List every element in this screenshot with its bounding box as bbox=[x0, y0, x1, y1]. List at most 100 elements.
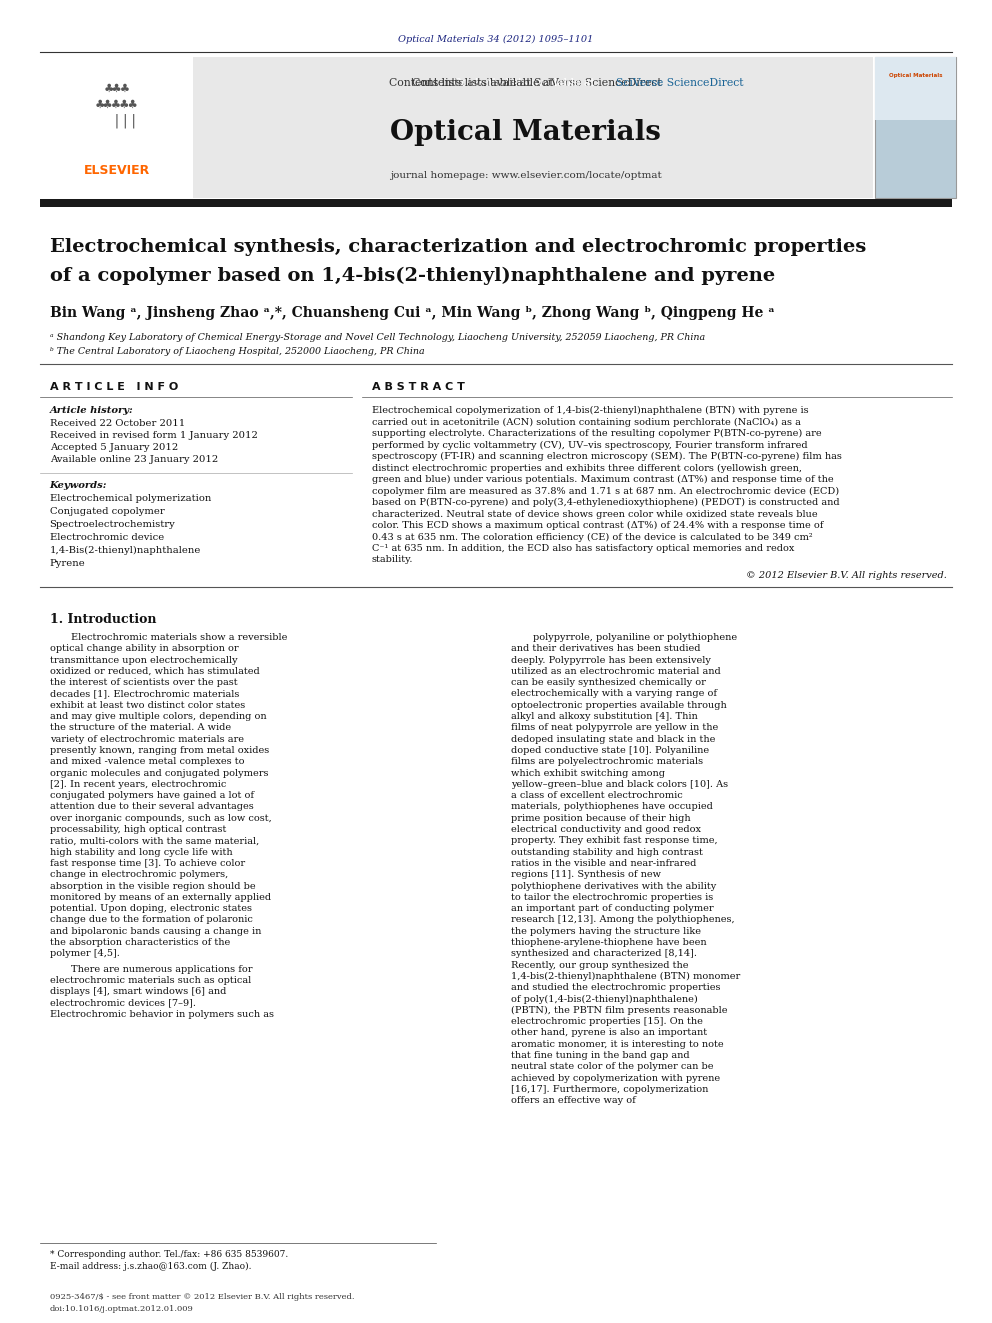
Text: potential. Upon doping, electronic states: potential. Upon doping, electronic state… bbox=[50, 904, 252, 913]
Text: SciVerse ScienceDirect: SciVerse ScienceDirect bbox=[616, 78, 744, 89]
Text: 1,4-Bis(2-thienyl)naphthalene: 1,4-Bis(2-thienyl)naphthalene bbox=[50, 546, 201, 556]
Text: the absorption characteristics of the: the absorption characteristics of the bbox=[50, 938, 230, 947]
Text: decades [1]. Electrochromic materials: decades [1]. Electrochromic materials bbox=[50, 689, 239, 699]
Text: films are polyelectrochromic materials: films are polyelectrochromic materials bbox=[511, 757, 703, 766]
Text: Received 22 October 2011: Received 22 October 2011 bbox=[50, 419, 185, 429]
Text: carried out in acetonitrile (ACN) solution containing sodium perchlorate (NaClO₄: carried out in acetonitrile (ACN) soluti… bbox=[372, 418, 801, 426]
Text: polythiophene derivatives with the ability: polythiophene derivatives with the abili… bbox=[511, 881, 716, 890]
Text: distinct electrochromic properties and exhibits three different colors (yellowis: distinct electrochromic properties and e… bbox=[372, 463, 802, 472]
Text: Contents lists available at: Contents lists available at bbox=[453, 78, 598, 89]
Text: attention due to their several advantages: attention due to their several advantage… bbox=[50, 803, 253, 811]
Text: to tailor the electrochromic properties is: to tailor the electrochromic properties … bbox=[511, 893, 713, 902]
Text: 1,4-bis(2-thienyl)naphthalene (BTN) monomer: 1,4-bis(2-thienyl)naphthalene (BTN) mono… bbox=[511, 972, 740, 982]
Text: fast response time [3]. To achieve color: fast response time [3]. To achieve color bbox=[50, 859, 245, 868]
Text: [16,17]. Furthermore, copolymerization: [16,17]. Furthermore, copolymerization bbox=[511, 1085, 708, 1094]
Text: alkyl and alkoxy substitution [4]. Thin: alkyl and alkoxy substitution [4]. Thin bbox=[511, 712, 697, 721]
Text: electrochromic devices [7–9].: electrochromic devices [7–9]. bbox=[50, 999, 195, 1008]
Text: the interest of scientists over the past: the interest of scientists over the past bbox=[50, 679, 237, 687]
Text: Optical Materials: Optical Materials bbox=[889, 73, 942, 78]
Text: A B S T R A C T: A B S T R A C T bbox=[372, 382, 465, 392]
Text: materials, polythiophenes have occupied: materials, polythiophenes have occupied bbox=[511, 803, 713, 811]
Text: films of neat polypyrrole are yellow in the: films of neat polypyrrole are yellow in … bbox=[511, 724, 718, 733]
Text: stability.: stability. bbox=[372, 556, 414, 565]
Text: research [12,13]. Among the polythiophenes,: research [12,13]. Among the polythiophen… bbox=[511, 916, 734, 925]
Text: Keywords:: Keywords: bbox=[50, 482, 107, 490]
Text: presently known, ranging from metal oxides: presently known, ranging from metal oxid… bbox=[50, 746, 269, 755]
Text: Contents lists available at SciVerse ScienceDirect: Contents lists available at SciVerse Sci… bbox=[390, 78, 662, 89]
Text: Recently, our group synthesized the: Recently, our group synthesized the bbox=[511, 960, 688, 970]
Text: variety of electrochromic materials are: variety of electrochromic materials are bbox=[50, 734, 244, 744]
Text: aromatic monomer, it is interesting to note: aromatic monomer, it is interesting to n… bbox=[511, 1040, 723, 1049]
Text: exhibit at least two distinct color states: exhibit at least two distinct color stat… bbox=[50, 701, 245, 710]
Text: © 2012 Elsevier B.V. All rights reserved.: © 2012 Elsevier B.V. All rights reserved… bbox=[747, 572, 947, 579]
FancyBboxPatch shape bbox=[40, 57, 193, 198]
Text: Contents lists available at: Contents lists available at bbox=[412, 78, 557, 89]
Text: conjugated polymers have gained a lot of: conjugated polymers have gained a lot of bbox=[50, 791, 254, 800]
Text: Electrochromic device: Electrochromic device bbox=[50, 533, 164, 542]
Text: displays [4], smart windows [6] and: displays [4], smart windows [6] and bbox=[50, 987, 226, 996]
Text: prime position because of their high: prime position because of their high bbox=[511, 814, 690, 823]
Text: over inorganic compounds, such as low cost,: over inorganic compounds, such as low co… bbox=[50, 814, 272, 823]
Text: change in electrochromic polymers,: change in electrochromic polymers, bbox=[50, 871, 228, 880]
Text: Pyrene: Pyrene bbox=[50, 560, 85, 568]
Text: change due to the formation of polaronic: change due to the formation of polaronic bbox=[50, 916, 253, 925]
Text: and studied the electrochromic properties: and studied the electrochromic propertie… bbox=[511, 983, 720, 992]
Text: Electrochemical polymerization: Electrochemical polymerization bbox=[50, 493, 211, 503]
Text: an important part of conducting polymer: an important part of conducting polymer bbox=[511, 904, 713, 913]
Text: C⁻¹ at 635 nm. In addition, the ECD also has satisfactory optical memories and r: C⁻¹ at 635 nm. In addition, the ECD also… bbox=[372, 544, 795, 553]
Text: Electrochromic materials show a reversible: Electrochromic materials show a reversib… bbox=[71, 632, 288, 642]
Text: [2]. In recent years, electrochromic: [2]. In recent years, electrochromic bbox=[50, 779, 226, 789]
Text: and their derivatives has been studied: and their derivatives has been studied bbox=[511, 644, 700, 654]
Text: and mixed -valence metal complexes to: and mixed -valence metal complexes to bbox=[50, 757, 244, 766]
FancyBboxPatch shape bbox=[875, 57, 956, 198]
Text: Accepted 5 January 2012: Accepted 5 January 2012 bbox=[50, 443, 178, 452]
Text: monitored by means of an externally applied: monitored by means of an externally appl… bbox=[50, 893, 271, 902]
Text: ratio, multi-colors with the same material,: ratio, multi-colors with the same materi… bbox=[50, 836, 259, 845]
Text: Electrochemical copolymerization of 1,4-bis(2-thienyl)naphthalene (BTN) with pyr: Electrochemical copolymerization of 1,4-… bbox=[372, 406, 808, 415]
Text: There are numerous applications for: There are numerous applications for bbox=[71, 964, 253, 974]
Text: other hand, pyrene is also an important: other hand, pyrene is also an important bbox=[511, 1028, 707, 1037]
Text: doi:10.1016/j.optmat.2012.01.009: doi:10.1016/j.optmat.2012.01.009 bbox=[50, 1304, 193, 1312]
Text: Conjugated copolymer: Conjugated copolymer bbox=[50, 507, 165, 516]
Text: of poly(1,4-bis(2-thienyl)naphthalene): of poly(1,4-bis(2-thienyl)naphthalene) bbox=[511, 995, 697, 1004]
Text: that fine tuning in the band gap and: that fine tuning in the band gap and bbox=[511, 1050, 689, 1060]
Text: of a copolymer based on 1,4-bis(2-thienyl)naphthalene and pyrene: of a copolymer based on 1,4-bis(2-thieny… bbox=[50, 267, 775, 286]
Text: property. They exhibit fast response time,: property. They exhibit fast response tim… bbox=[511, 836, 717, 845]
Text: Article history:: Article history: bbox=[50, 406, 133, 415]
Text: polypyrrole, polyaniline or polythiophene: polypyrrole, polyaniline or polythiophen… bbox=[533, 632, 737, 642]
Text: (PBTN), the PBTN film presents reasonable: (PBTN), the PBTN film presents reasonabl… bbox=[511, 1005, 727, 1015]
Text: characterized. Neutral state of device shows green color while oxidized state re: characterized. Neutral state of device s… bbox=[372, 509, 817, 519]
Text: oxidized or reduced, which has stimulated: oxidized or reduced, which has stimulate… bbox=[50, 667, 259, 676]
Text: transmittance upon electrochemically: transmittance upon electrochemically bbox=[50, 656, 237, 664]
Text: organic molecules and conjugated polymers: organic molecules and conjugated polymer… bbox=[50, 769, 268, 778]
Text: * Corresponding author. Tel./fax: +86 635 8539607.: * Corresponding author. Tel./fax: +86 63… bbox=[50, 1250, 288, 1259]
Text: Received in revised form 1 January 2012: Received in revised form 1 January 2012 bbox=[50, 431, 258, 441]
Text: utilized as an electrochromic material and: utilized as an electrochromic material a… bbox=[511, 667, 720, 676]
Text: which exhibit switching among: which exhibit switching among bbox=[511, 769, 665, 778]
Text: and bipolaronic bands causing a change in: and bipolaronic bands causing a change i… bbox=[50, 927, 261, 935]
Text: Electrochromic behavior in polymers such as: Electrochromic behavior in polymers such… bbox=[50, 1009, 274, 1019]
Text: ♣♣♣
♣♣♣♣♣
  |||: ♣♣♣ ♣♣♣♣♣ ||| bbox=[96, 82, 138, 128]
Text: 1. Introduction: 1. Introduction bbox=[50, 613, 156, 626]
Text: Optical Materials: Optical Materials bbox=[390, 119, 662, 147]
Text: deeply. Polypyrrole has been extensively: deeply. Polypyrrole has been extensively bbox=[511, 656, 710, 664]
Text: 0.43 s at 635 nm. The coloration efficiency (CE) of the device is calculated to : 0.43 s at 635 nm. The coloration efficie… bbox=[372, 532, 812, 541]
Text: ᵇ The Central Laboratory of Liaocheng Hospital, 252000 Liaocheng, PR China: ᵇ The Central Laboratory of Liaocheng Ho… bbox=[50, 347, 425, 356]
Text: and may give multiple colors, depending on: and may give multiple colors, depending … bbox=[50, 712, 266, 721]
Text: electrochemically with a varying range of: electrochemically with a varying range o… bbox=[511, 689, 717, 699]
Text: can be easily synthesized chemically or: can be easily synthesized chemically or bbox=[511, 679, 705, 687]
Text: journal homepage: www.elsevier.com/locate/optmat: journal homepage: www.elsevier.com/locat… bbox=[390, 171, 662, 180]
Text: the structure of the material. A wide: the structure of the material. A wide bbox=[50, 724, 231, 733]
FancyBboxPatch shape bbox=[40, 198, 952, 206]
Text: based on P(BTN-co-pyrene) and poly(3,4-ethylenedioxythiophene) (PEDOT) is constr: based on P(BTN-co-pyrene) and poly(3,4-e… bbox=[372, 497, 839, 507]
Text: thiophene-arylene-thiophene have been: thiophene-arylene-thiophene have been bbox=[511, 938, 706, 947]
Text: Electrochemical synthesis, characterization and electrochromic properties: Electrochemical synthesis, characterizat… bbox=[50, 238, 866, 255]
Text: Spectroelectrochemistry: Spectroelectrochemistry bbox=[50, 520, 176, 529]
Text: ratios in the visible and near-infrared: ratios in the visible and near-infrared bbox=[511, 859, 696, 868]
Text: supporting electrolyte. Characterizations of the resulting copolymer P(BTN-co-py: supporting electrolyte. Characterization… bbox=[372, 429, 821, 438]
Text: doped conductive state [10]. Polyaniline: doped conductive state [10]. Polyaniline bbox=[511, 746, 709, 755]
Text: copolymer film are measured as 37.8% and 1.71 s at 687 nm. An electrochromic dev: copolymer film are measured as 37.8% and… bbox=[372, 487, 839, 496]
Text: E-mail address: j.s.zhao@163.com (J. Zhao).: E-mail address: j.s.zhao@163.com (J. Zha… bbox=[50, 1262, 251, 1271]
Text: spectroscopy (FT-IR) and scanning electron microscopy (SEM). The P(BTN-co-pyrene: spectroscopy (FT-IR) and scanning electr… bbox=[372, 452, 842, 462]
Text: achieved by copolymerization with pyrene: achieved by copolymerization with pyrene bbox=[511, 1074, 720, 1082]
